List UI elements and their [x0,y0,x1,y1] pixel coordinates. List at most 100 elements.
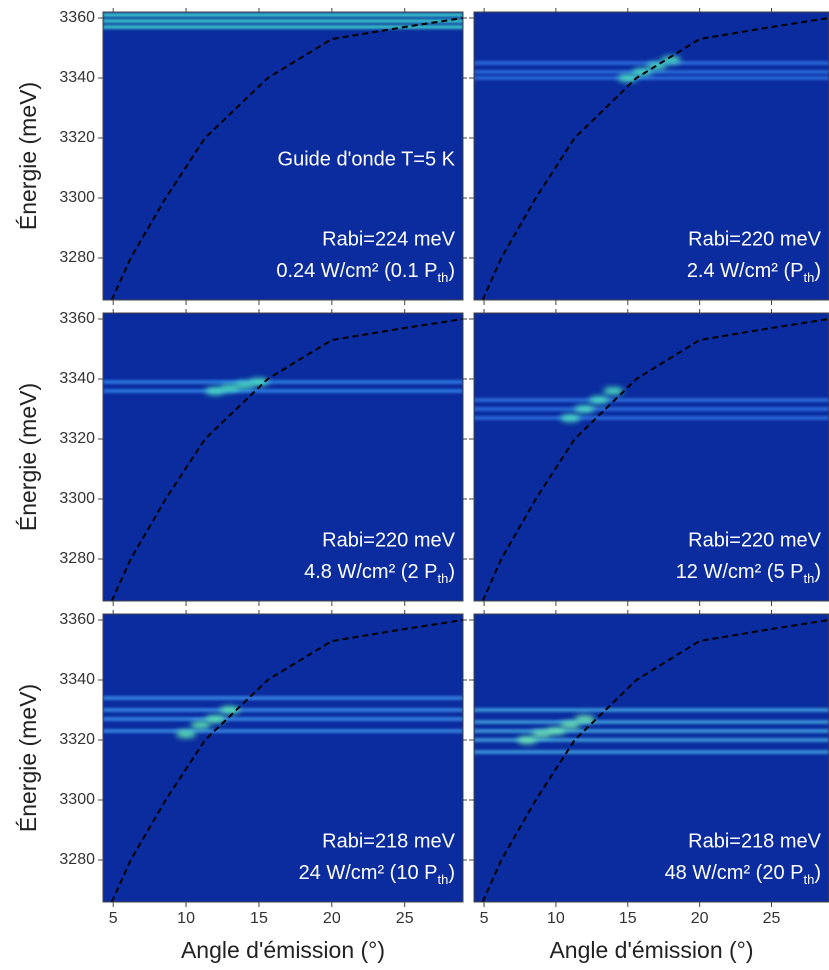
y-tick-label: 3360 [59,9,95,26]
emission-spot [205,715,226,723]
emission-spot [219,706,240,714]
rabi-annotation: Rabi=218 meV [688,830,822,852]
y-tick-label: 3340 [59,370,95,387]
emission-spot [617,74,638,82]
emission-band [474,416,829,420]
emission-spot [632,68,653,76]
power-text: 24 W/cm² (10 P [299,862,438,884]
plot-frame [102,613,464,903]
plot-frame [102,312,464,602]
plot-background [474,313,829,601]
power-text: 2.4 W/cm² (P [687,260,804,282]
emission-spot [603,387,624,395]
emission-band [103,389,463,393]
power-annotation: 0.24 W/cm² (0.1 Pth) [276,260,455,285]
power-annotation: 24 W/cm² (10 Pth) [299,862,455,887]
emission-spot [545,727,566,735]
emission-band [474,708,829,712]
rabi-annotation: Rabi=220 meV [322,529,456,551]
plot-background [103,313,463,601]
rabi-annotation: Rabi=220 meV [688,228,822,250]
emission-spot [574,405,595,413]
plot-frame [473,312,829,602]
x-tick-label: 5 [480,910,489,927]
plot-background [103,12,463,300]
emission-band [103,717,463,721]
emission-band [103,729,463,733]
x-tick-label: 10 [547,910,565,927]
y-tick-label: 3360 [59,611,95,628]
emission-band [474,750,829,754]
emission-band [103,19,463,23]
x-axis-label: Angle d'émission (°) [181,937,385,963]
power-text: th [803,571,814,586]
x-tick-label: 15 [250,910,268,927]
y-tick-label: 3320 [59,129,95,146]
power-annotation: 2.4 W/cm² (Pth) [687,260,821,285]
y-tick-label: 3300 [59,791,95,808]
emission-band [474,407,829,411]
dispersion-curve [110,17,463,300]
y-tick-label: 3300 [59,189,95,206]
emission-band [103,380,463,384]
y-tick-label: 3280 [59,249,95,266]
panel [474,12,829,300]
rabi-annotation: Rabi=224 meV [322,228,456,250]
x-tick-label: 20 [323,910,341,927]
x-tick-label: 10 [177,910,195,927]
panel [103,313,463,601]
emission-band [474,398,829,402]
emission-band [103,13,463,17]
plot-frame [102,11,464,301]
x-tick-label: 5 [109,910,118,927]
emission-spot [560,414,581,422]
y-axis-label: Énergie (meV) [15,684,41,832]
power-text: ) [814,561,821,583]
power-text: th [803,872,814,887]
plot-background [103,614,463,902]
dispersion-curve [110,318,463,601]
emission-spot [646,62,667,70]
power-annotation: 12 W/cm² (5 Pth) [676,561,821,586]
y-tick-label: 3360 [59,310,95,327]
x-tick-label: 20 [691,910,709,927]
y-tick-label: 3320 [59,731,95,748]
plot-frame [473,11,829,301]
annotation: Guide d'onde T=5 K [278,148,456,170]
emission-spot [176,730,197,738]
panel [103,12,463,300]
power-text: ) [448,260,455,282]
x-tick-label: 15 [619,910,637,927]
emission-band [103,708,463,712]
emission-band [474,738,829,742]
y-tick-label: 3340 [59,671,95,688]
y-tick-label: 3320 [59,430,95,447]
emission-spot [248,378,269,386]
emission-band [474,729,829,733]
rabi-annotation: Rabi=218 meV [322,830,456,852]
y-axis-label: Énergie (meV) [15,82,41,230]
emission-spot [589,396,610,404]
emission-spot [560,721,581,729]
y-tick-label: 3340 [59,69,95,86]
emission-spot [574,715,595,723]
panel [474,313,829,601]
plot-background [474,614,829,902]
emission-spot [517,736,538,744]
x-tick-label: 25 [396,910,414,927]
dispersion-curve [110,619,463,902]
power-text: th [803,270,814,285]
power-text: ) [448,561,455,583]
plot-frame [473,613,829,903]
emission-band [474,76,829,80]
power-text: th [437,872,448,887]
emission-spot [190,721,211,729]
emission-band [103,25,463,29]
rabi-annotation: Rabi=220 meV [688,529,822,551]
y-tick-label: 3280 [59,550,95,567]
power-text: 48 W/cm² (20 P [665,862,804,884]
power-text: 4.8 W/cm² (2 P [304,561,437,583]
panel [474,614,829,902]
